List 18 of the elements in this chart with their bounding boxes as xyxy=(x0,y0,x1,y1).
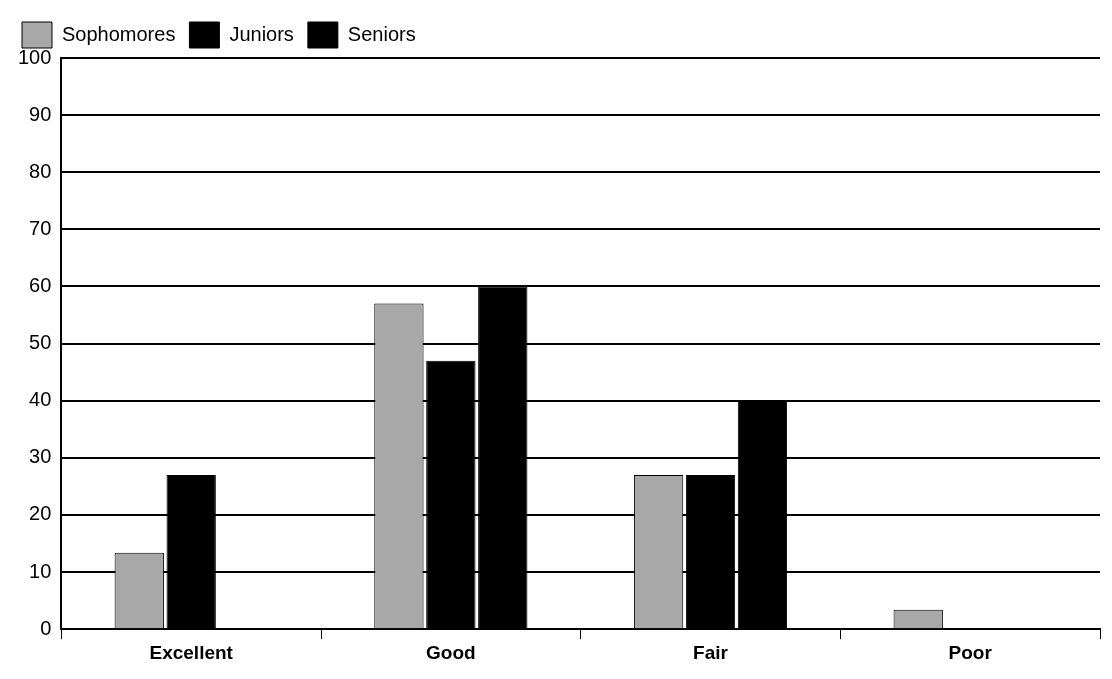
y-tick-label: 0 xyxy=(40,616,52,639)
legend-label: Sophomores xyxy=(62,22,176,45)
x-tick-label: Good xyxy=(426,641,476,663)
y-tick-label: 60 xyxy=(29,274,52,296)
y-tick-label: 80 xyxy=(29,159,52,182)
x-tick-label: Excellent xyxy=(149,641,234,663)
y-tick-label: 40 xyxy=(29,388,52,411)
x-tick-label: Poor xyxy=(948,641,993,663)
y-tick-label: 50 xyxy=(29,331,52,354)
y-tick-label: 10 xyxy=(29,559,52,582)
y-tick-label: 90 xyxy=(29,102,52,125)
x-tick-label: Fair xyxy=(693,641,729,663)
legend-label: Seniors xyxy=(347,22,416,45)
y-tick-label: 30 xyxy=(29,445,52,468)
y-tick-label: 20 xyxy=(29,502,52,525)
legend-label: Juniors xyxy=(229,22,294,45)
y-tick-label: 100 xyxy=(17,45,52,68)
y-tick-label: 70 xyxy=(29,216,52,239)
